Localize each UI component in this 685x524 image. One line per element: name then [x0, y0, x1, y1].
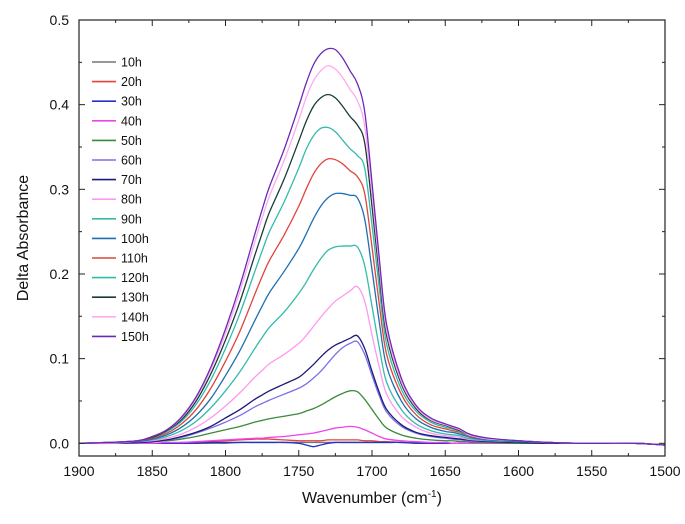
x-tick-label: 1600: [503, 463, 534, 479]
legend-label-100h: 100h: [121, 232, 149, 246]
y-tick-label: 0.5: [50, 12, 70, 28]
x-tick-label: 1800: [210, 463, 241, 479]
legend-label-130h: 130h: [121, 291, 149, 305]
x-axis-title-suffix: ): [437, 490, 442, 507]
series-line-140h: [78, 65, 666, 446]
x-tick-label: 1650: [430, 463, 461, 479]
y-tick-label: 0.3: [50, 181, 70, 197]
legend-label-90h: 90h: [121, 212, 142, 226]
y-axis-title: Delta Absorbance: [15, 175, 32, 301]
legend-label-40h: 40h: [121, 114, 142, 128]
legend-label-10h: 10h: [121, 56, 142, 70]
x-tick-label: 1850: [137, 463, 168, 479]
legend-label-120h: 120h: [121, 271, 149, 285]
legend-label-110h: 110h: [121, 252, 148, 266]
series-group: [78, 47, 666, 448]
x-axis-title-sup: -1: [428, 489, 437, 500]
series-line-50h: [78, 389, 666, 446]
legend-label-150h: 150h: [121, 330, 149, 344]
x-tick-label: 1550: [576, 463, 607, 479]
x-axis: 1900 1850 1800 1750 1700 1650 1600 1550 1500: [63, 20, 681, 479]
legend-label-60h: 60h: [121, 154, 142, 168]
y-tick-label: 0.2: [50, 266, 70, 282]
legend-label-140h: 140h: [121, 310, 149, 324]
y-axis: 0.0 0.1 0.2 0.3 0.4 0.5: [50, 12, 665, 451]
y-tick-label: 0.4: [50, 97, 70, 113]
x-axis-title: Wavenumber (cm-1): [302, 489, 442, 507]
x-tick-label: 1700: [356, 463, 387, 479]
legend-label-30h: 30h: [121, 95, 142, 109]
series-line-70h: [78, 334, 666, 446]
legend-label-50h: 50h: [121, 134, 142, 148]
legend-label-20h: 20h: [121, 75, 142, 89]
legend-label-70h: 70h: [121, 173, 142, 187]
series-line-100h: [78, 192, 666, 446]
x-axis-title-main: Wavenumber (cm: [302, 490, 428, 507]
legend: 10h 20h 30h 40h 50h 60h 70h 80h 90h 100h 110h 120h 1…: [92, 56, 149, 344]
y-tick-label: 0.0: [50, 435, 70, 451]
series-line-40h: [79, 425, 666, 446]
x-tick-label: 1900: [63, 463, 94, 479]
y-tick-label: 0.1: [50, 351, 70, 367]
series-line-150h: [78, 47, 666, 446]
x-tick-label: 1750: [283, 463, 314, 479]
legend-label-80h: 80h: [121, 193, 142, 207]
series-line-90h: [78, 244, 666, 446]
x-tick-label: 1500: [649, 463, 680, 479]
